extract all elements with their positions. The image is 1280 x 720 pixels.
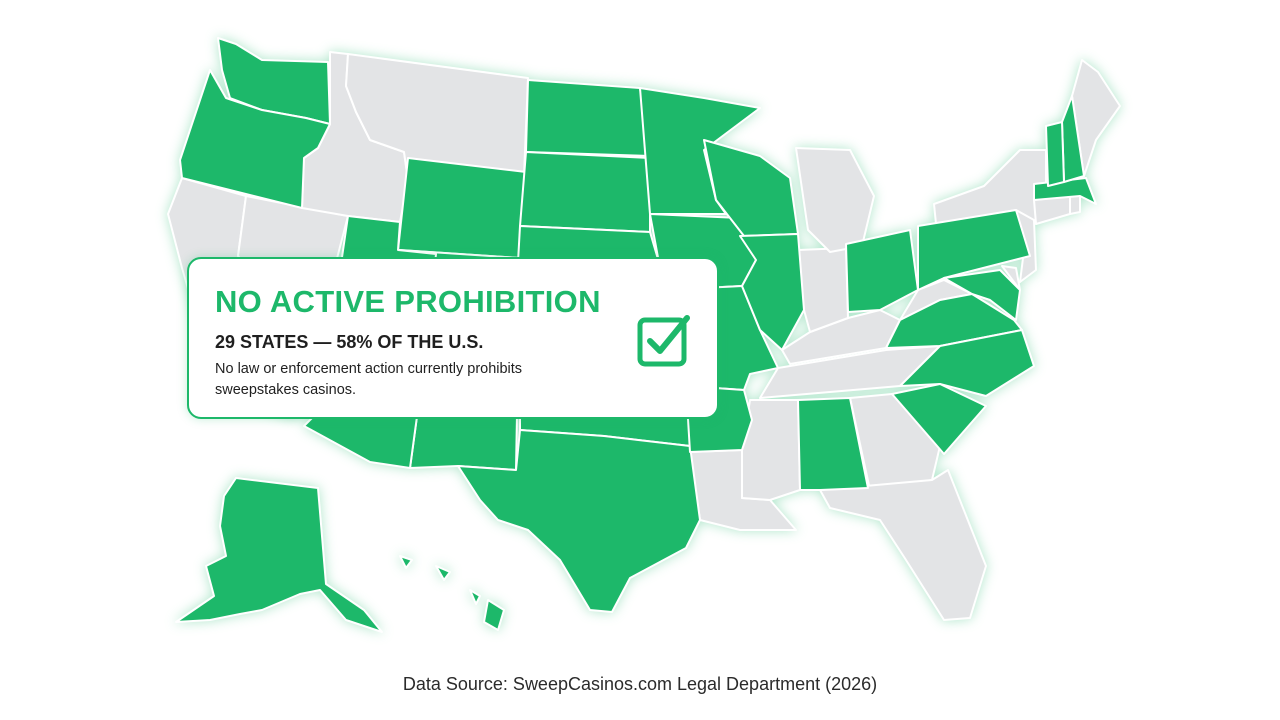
state-al [797,397,869,491]
state-ri [1069,195,1081,215]
state-pa [917,209,1031,291]
data-source-caption: Data Source: SweepCasinos.com Legal Depa… [402,674,878,694]
state-ak [175,477,383,633]
state-in [797,247,849,333]
state-sc [891,383,987,455]
state-md [943,269,1021,321]
legend-callout: NO ACTIVE PROHIBITION 29 STATES — 58% OF… [187,257,719,419]
callout-title: NO ACTIVE PROHIBITION [215,284,601,319]
state-de [1001,265,1021,291]
state-wy [397,157,527,259]
state-tx [457,429,701,613]
state-ga [849,393,941,491]
state-sd [519,151,651,233]
state-or [179,69,331,209]
state-fl [819,469,987,621]
state-nd [525,79,651,157]
state-vt [1045,121,1065,187]
state-il [739,233,805,351]
state-oh [845,229,919,313]
callout-subtitle: 29 STATES — 58% OF THE U.S. [215,332,484,352]
callout-description: No law or enforcement action currently p… [215,361,523,398]
state-mi [795,147,875,253]
checkbox-check-icon [637,315,690,367]
state-hi [399,555,505,631]
